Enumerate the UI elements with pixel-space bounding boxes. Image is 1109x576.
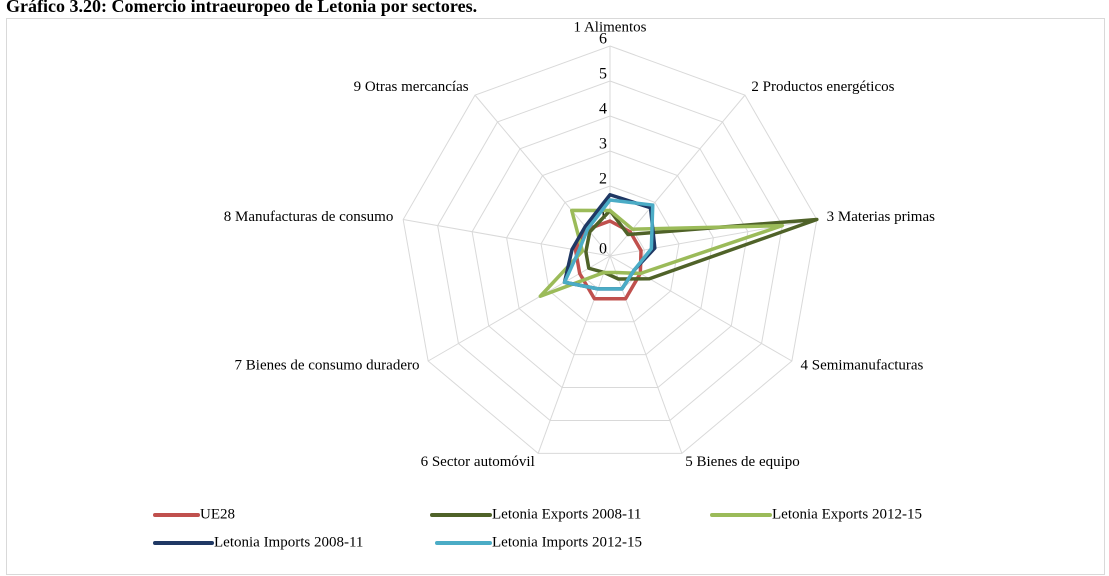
category-label: 2 Productos energéticos — [751, 79, 894, 95]
grid-ring — [506, 150, 714, 356]
legend-label: Letonia Imports 2008-11 — [214, 534, 363, 550]
category-label: 9 Otras mercancías — [354, 79, 469, 95]
grid-ring — [437, 80, 783, 421]
category-label: 5 Bienes de equipo — [685, 454, 800, 470]
legend-label: Letonia Exports 2008-11 — [492, 506, 641, 522]
legend-label: Letonia Exports 2012-15 — [772, 506, 922, 522]
r-tick-label: 2 — [599, 171, 607, 188]
category-label: 6 Sector automóvil — [421, 454, 535, 470]
category-label: 3 Materias primas — [827, 209, 935, 225]
grid-ring — [471, 115, 749, 389]
r-tick-label: 3 — [599, 136, 607, 153]
series-line — [538, 208, 785, 298]
r-tick-label: 1 — [599, 206, 607, 223]
series-line — [562, 198, 655, 291]
grid-ring — [402, 45, 818, 454]
grid-ring — [540, 185, 680, 323]
r-tick-label: 4 — [599, 101, 607, 118]
legend-label: UE28 — [200, 506, 235, 522]
category-label: 4 Semimanufacturas — [801, 357, 924, 373]
category-label: 7 Bienes de consumo duradero — [235, 357, 420, 373]
r-tick-label: 6 — [599, 31, 607, 48]
category-label: 8 Manufacturas de consumo — [224, 209, 394, 225]
r-tick-label: 0 — [599, 241, 607, 258]
legend-label: Letonia Imports 2012-15 — [492, 534, 642, 550]
r-tick-label: 5 — [599, 66, 607, 83]
chart-title: Gráfico 3.20: Comercio intraeuropeo de L… — [6, 0, 477, 16]
category-label: 1 Alimentos — [574, 19, 647, 35]
